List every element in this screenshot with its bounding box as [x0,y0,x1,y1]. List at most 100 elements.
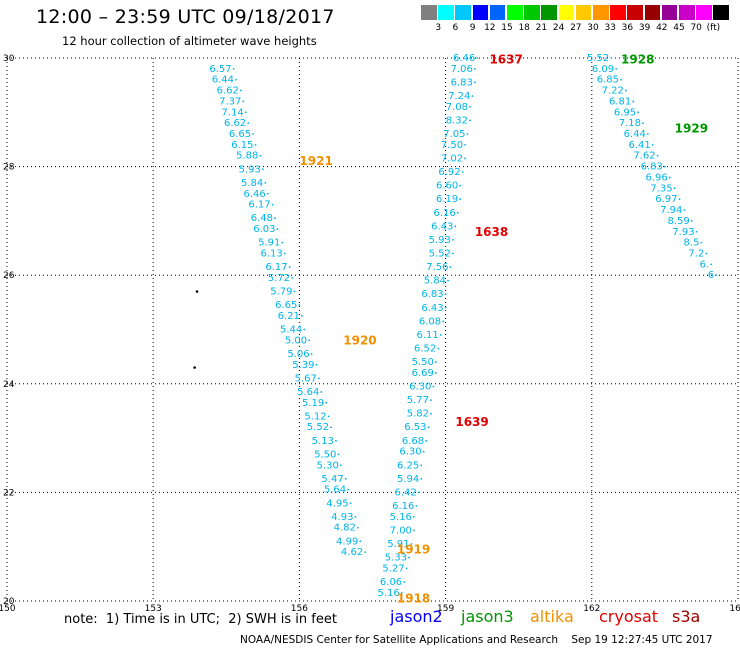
track-point [266,192,269,195]
wave-height-value: 7.00 [390,525,412,536]
track-point [452,239,454,241]
track-point [466,133,469,135]
wave-height-value: 6.09 [592,64,614,75]
x-tick-label: 165 [729,604,740,614]
track-point [327,415,330,418]
wave-height-value: 6.48 [251,213,273,224]
track-point [705,252,708,255]
track-point [261,168,264,171]
wave-height-value: 6. [700,259,710,270]
wave-height-value: 6.43 [421,303,443,314]
wave-height-value: 5.50 [412,357,434,368]
wave-height-value: 5.30 [317,460,339,471]
track-point [425,439,428,442]
track-point [452,252,454,255]
wave-height-value: 5.88 [236,151,258,162]
y-tick-label: 20 [3,597,15,607]
wave-height-value: 4.93 [331,512,353,523]
wave-height-value: 6.44 [212,75,234,86]
wave-height-value: 5.44 [280,325,302,336]
track-point [434,361,437,363]
track-point [469,105,471,108]
x-tick-label: 162 [583,604,600,614]
wave-height-value: 5.52 [307,422,329,433]
wave-height-value: 5.16 [390,512,412,523]
track-point [637,111,639,114]
wave-height-value: 5.91 [387,539,409,550]
track-point [473,81,476,84]
wave-height-value: 5.00 [285,335,307,346]
scale-label: 42 [656,23,668,33]
wave-height-value: 6.21 [278,311,300,322]
wave-height-value: 7.94 [660,205,682,216]
y-tick-label: 24 [3,380,15,390]
wave-height-value: 6.30 [409,382,431,393]
x-tick-label: 156 [291,604,308,614]
scale-swatch [558,5,575,20]
track-point [315,363,318,366]
track-point [413,515,415,518]
wave-height-value: 7.02 [441,153,463,164]
track-point [449,266,452,268]
wave-height-value: 5.93 [239,164,261,175]
wave-height-value: 4.99 [336,536,358,547]
wave-height-value: 7.05 [443,129,465,140]
track-point [695,230,698,233]
scale-swatch [575,5,592,20]
track-point [400,591,403,594]
wave-height-value: 6 [708,270,714,281]
track-point [339,464,342,467]
track-point [427,426,430,429]
track-point [646,133,649,135]
track-point [437,347,440,350]
track-point [459,198,462,201]
wave-height-value: 5.82 [407,409,429,420]
scale-label: 33 [604,23,616,33]
track-point [461,171,464,173]
track-point [356,526,359,529]
scale-label: 36 [621,23,634,33]
wave-height-value: 7.50 [441,140,463,151]
track-point [240,89,242,92]
track-point [403,581,406,583]
wave-height-value: 5.91 [258,238,280,249]
pass-labels: 1637 1638 1639 1921 1920 1919 1918 1928 1929 [299,53,708,606]
wave-height-value: 6.16 [392,501,414,512]
map-grid [6,57,739,602]
track-point [620,78,622,81]
track-point [415,505,418,507]
wave-height-value: 6.97 [655,194,677,205]
track-point [354,515,357,518]
wave-height-value: 7.35 [650,183,672,194]
track-point [359,540,362,543]
wave-height-value: 6.41 [628,140,650,151]
wave-height-value: 6.15 [231,140,253,151]
track-point [456,211,459,214]
wave-height-value: 6.17 [265,262,287,273]
track-point [317,377,320,380]
track-point [469,119,471,122]
track-point [700,241,703,244]
scale-label: 70 [690,23,702,33]
scale-label: 39 [638,23,651,33]
wave-height-value: 6.83 [421,289,443,300]
scale-label: 21 [535,23,548,33]
wave-height-value: 7.08 [446,102,468,113]
scale-swatch [627,5,643,20]
track-point [347,488,350,491]
track-point [430,399,432,401]
track-point [447,279,449,282]
wave-height-value: 5.47 [321,474,343,485]
track-point [405,567,408,570]
scale-label: 15 [501,23,513,33]
wave-height-value: 5.93 [429,235,451,246]
y-tick-label: 26 [3,271,15,281]
wave-height-value: 6.16 [434,208,456,219]
track-point [610,57,613,59]
wave-height-value: 6.83 [641,162,663,173]
track-point [281,241,284,244]
wave-height-value: 6.11 [416,330,438,341]
scale-swatch [507,5,523,20]
wave-height-value: 4.62 [341,547,363,558]
